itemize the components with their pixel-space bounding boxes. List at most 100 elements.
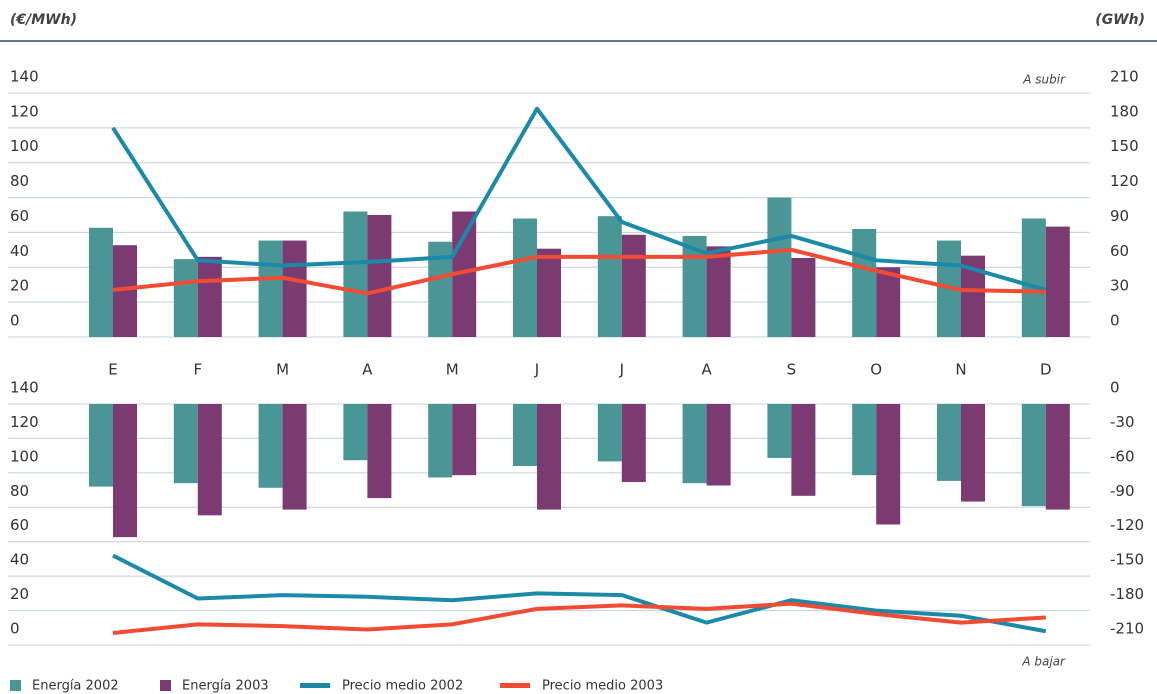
y2-tick-label: -60	[1110, 447, 1135, 465]
x-tick-label: M	[446, 361, 459, 379]
y-tick-label: 0	[10, 312, 20, 330]
y-tick-label: 60	[10, 207, 29, 225]
x-tick-label: J	[534, 361, 539, 379]
x-tick-label: S	[787, 361, 797, 379]
x-tick-label: A	[362, 361, 373, 379]
y2-tick-label: 90	[1110, 207, 1129, 225]
x-tick-label: F	[193, 361, 202, 379]
y2-axis-label: (GWh)	[1095, 12, 1145, 28]
legend-label: Precio medio 2002	[342, 679, 463, 694]
bar	[452, 404, 477, 476]
bar	[706, 404, 731, 486]
bar	[197, 256, 222, 337]
y-tick-label: 40	[10, 551, 29, 569]
bar	[537, 404, 561, 510]
y2-tick-label: 60	[1110, 242, 1129, 260]
y2-tick-label: 0	[1110, 312, 1120, 330]
annotation: A bajar	[1021, 655, 1066, 669]
x-tick-label: M	[276, 361, 289, 379]
bar	[428, 404, 453, 478]
y2-tick-label: -150	[1110, 551, 1144, 569]
bar	[767, 404, 792, 458]
y-tick-label: 20	[10, 585, 29, 603]
bar	[537, 248, 561, 337]
bar	[258, 240, 283, 337]
bar	[367, 404, 392, 499]
x-tick-label: E	[108, 361, 117, 379]
y-tick-label: 0	[10, 620, 20, 638]
line	[111, 106, 1047, 292]
x-tick-label: O	[870, 361, 882, 379]
legend-swatch	[500, 683, 530, 688]
y-tick-label: 80	[10, 172, 29, 190]
y-tick-label: 120	[10, 102, 39, 120]
bar	[767, 197, 792, 337]
bar	[173, 404, 198, 484]
bar	[113, 404, 137, 538]
y-tick-label: 20	[10, 277, 29, 295]
bar	[876, 267, 901, 337]
bar	[791, 257, 816, 337]
bar	[1021, 404, 1046, 507]
bar	[367, 215, 392, 337]
y-tick-label: 40	[10, 242, 29, 260]
bar	[343, 404, 368, 461]
bar	[597, 404, 622, 462]
bar	[621, 234, 646, 337]
bar	[852, 228, 877, 337]
y-axis-label: (€/MWh)	[10, 12, 77, 28]
y-tick-label: 100	[10, 137, 39, 155]
x-tick-label: J	[619, 361, 624, 379]
x-tick-label: A	[701, 361, 712, 379]
bar	[282, 404, 307, 510]
line	[112, 247, 1046, 296]
legend-swatch	[160, 680, 171, 691]
y-tick-label: 60	[10, 516, 29, 534]
bar	[197, 404, 222, 516]
y-tick-label: 120	[10, 413, 39, 431]
bar	[621, 404, 646, 483]
y2-tick-label: -90	[1110, 482, 1135, 500]
y2-tick-label: 120	[1110, 172, 1139, 190]
annotation: A subir	[1022, 73, 1066, 87]
bar	[282, 240, 307, 337]
bar	[961, 404, 985, 502]
y2-tick-label: 0	[1110, 379, 1120, 397]
bar	[706, 246, 731, 337]
legend-label: Energía 2003	[182, 679, 269, 694]
y2-tick-label: 150	[1110, 137, 1139, 155]
bar	[89, 404, 113, 487]
bar	[1045, 226, 1070, 337]
y2-tick-label: -30	[1110, 413, 1135, 431]
bar	[513, 404, 537, 466]
y-tick-label: 140	[10, 68, 39, 86]
line	[112, 601, 1046, 635]
y2-tick-label: 210	[1110, 68, 1139, 86]
legend-swatch	[10, 680, 21, 691]
bar	[682, 404, 707, 484]
line	[112, 553, 1047, 634]
legend-label: Energía 2002	[32, 679, 119, 694]
bar	[513, 218, 537, 337]
bar	[876, 404, 901, 525]
x-tick-label: D	[1040, 361, 1052, 379]
bar	[258, 404, 283, 488]
bar	[1045, 404, 1070, 510]
bar	[597, 216, 622, 337]
y2-tick-label: 180	[1110, 102, 1139, 120]
y2-tick-label: -180	[1110, 585, 1144, 603]
y-tick-label: 100	[10, 447, 39, 465]
y-tick-label: 80	[10, 482, 29, 500]
bar	[937, 404, 961, 481]
bar	[173, 259, 198, 337]
bar	[1021, 218, 1046, 337]
x-tick-label: N	[955, 361, 966, 379]
legend-label: Precio medio 2003	[542, 679, 663, 694]
bar	[791, 404, 816, 496]
y-tick-label: 140	[10, 379, 39, 397]
y2-tick-label: -210	[1110, 620, 1144, 638]
bar	[89, 227, 113, 337]
bar	[343, 211, 368, 337]
bar	[852, 404, 877, 476]
